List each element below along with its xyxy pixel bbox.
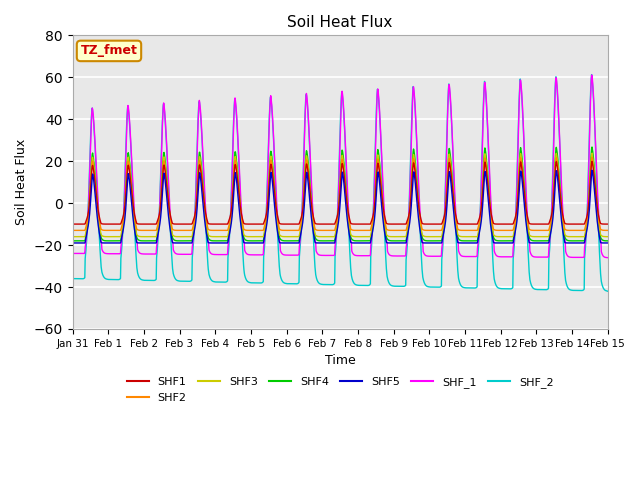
- SHF1: [68, 221, 76, 227]
- SHF_1: [248, 252, 255, 258]
- SHF5: [188, 240, 195, 246]
- SHF2: [540, 228, 548, 233]
- Line: SHF5: SHF5: [72, 170, 607, 243]
- SHF1: [188, 221, 195, 227]
- SHF4: [175, 238, 182, 244]
- SHF4: [188, 238, 195, 244]
- SHF1: [175, 221, 182, 227]
- SHF3: [540, 234, 548, 240]
- SHF4: [588, 144, 596, 150]
- SHF_2: [175, 278, 182, 284]
- SHF_1: [493, 253, 500, 259]
- SHF_2: [423, 283, 431, 289]
- Title: Soil Heat Flux: Soil Heat Flux: [287, 15, 393, 30]
- SHF1: [604, 221, 611, 227]
- SHF1: [588, 158, 596, 164]
- SHF_1: [68, 251, 76, 256]
- SHF4: [423, 238, 431, 244]
- Line: SHF1: SHF1: [72, 161, 607, 224]
- Line: SHF3: SHF3: [72, 153, 607, 237]
- SHF_2: [248, 280, 255, 286]
- SHF5: [175, 240, 182, 246]
- SHF2: [175, 228, 182, 233]
- SHF3: [188, 234, 195, 240]
- SHF_1: [540, 254, 548, 260]
- SHF5: [588, 168, 596, 173]
- Line: SHF_1: SHF_1: [72, 75, 607, 258]
- SHF2: [248, 228, 255, 233]
- SHF_1: [423, 253, 431, 259]
- SHF2: [604, 228, 611, 233]
- SHF4: [604, 238, 611, 244]
- SHF_1: [188, 251, 195, 257]
- SHF1: [493, 221, 500, 227]
- SHF2: [493, 228, 500, 233]
- SHF2: [188, 228, 195, 233]
- SHF4: [68, 238, 76, 244]
- SHF_2: [493, 284, 500, 289]
- SHF3: [248, 234, 255, 240]
- SHF1: [248, 221, 255, 227]
- SHF3: [423, 234, 431, 240]
- SHF_1: [588, 72, 595, 78]
- SHF2: [68, 228, 76, 233]
- SHF3: [493, 234, 500, 240]
- Line: SHF2: SHF2: [72, 157, 607, 230]
- SHF5: [248, 240, 255, 246]
- Y-axis label: Soil Heat Flux: Soil Heat Flux: [15, 139, 28, 225]
- SHF3: [588, 150, 596, 156]
- Line: SHF_2: SHF_2: [72, 74, 607, 291]
- SHF_2: [68, 276, 76, 281]
- Text: TZ_fmet: TZ_fmet: [81, 45, 138, 58]
- SHF_2: [604, 288, 611, 294]
- SHF_1: [175, 252, 182, 257]
- SHF2: [423, 228, 431, 233]
- SHF_2: [188, 277, 195, 283]
- SHF4: [540, 238, 548, 244]
- SHF5: [493, 240, 500, 246]
- SHF_2: [588, 72, 595, 77]
- SHF4: [248, 238, 255, 244]
- SHF4: [493, 238, 500, 243]
- SHF5: [423, 240, 431, 246]
- SHF5: [604, 240, 611, 246]
- Legend: SHF1, SHF2, SHF3, SHF4, SHF5, SHF_1, SHF_2: SHF1, SHF2, SHF3, SHF4, SHF5, SHF_1, SHF…: [122, 372, 558, 407]
- SHF_2: [540, 287, 548, 293]
- Line: SHF4: SHF4: [72, 147, 607, 241]
- SHF2: [588, 155, 596, 160]
- SHF3: [175, 234, 182, 240]
- X-axis label: Time: Time: [324, 354, 355, 367]
- SHF_1: [604, 255, 611, 261]
- SHF1: [540, 221, 548, 227]
- SHF3: [604, 234, 611, 240]
- SHF1: [423, 221, 431, 227]
- SHF3: [68, 234, 76, 240]
- SHF5: [540, 240, 548, 246]
- SHF5: [68, 240, 76, 246]
